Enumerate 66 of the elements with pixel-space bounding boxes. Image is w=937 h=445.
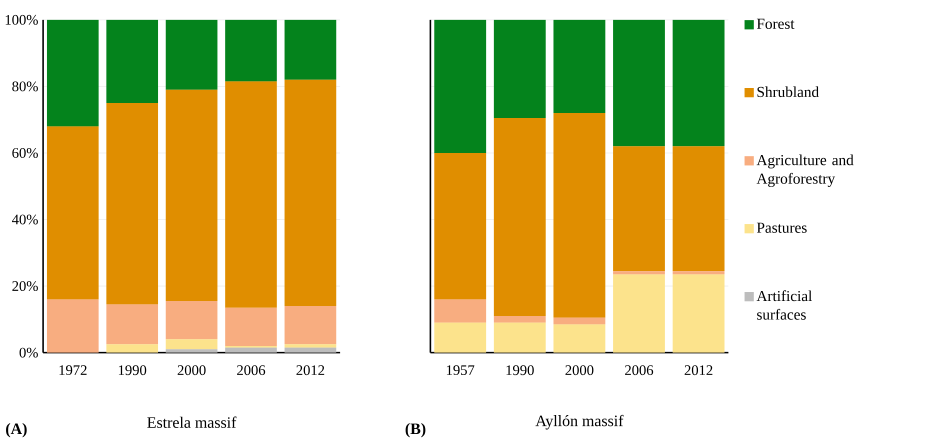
bar xyxy=(46,126,99,300)
x-tick-label: 1957 xyxy=(446,365,474,376)
bar xyxy=(46,299,99,353)
bar xyxy=(494,118,546,316)
legend-label: Shrubland xyxy=(757,86,819,98)
bar xyxy=(613,146,665,272)
text: Estrela massif xyxy=(147,416,236,428)
x-tick-label: 2000 xyxy=(178,365,206,376)
bar xyxy=(494,316,546,323)
bar xyxy=(434,20,486,153)
x-tick-label: 1972 xyxy=(60,365,87,376)
bar xyxy=(166,339,218,350)
bar xyxy=(166,301,218,340)
bar xyxy=(494,322,546,353)
bar xyxy=(166,349,218,353)
bar xyxy=(553,318,606,324)
text: (A) xyxy=(6,422,27,438)
x-tick-label: 1990 xyxy=(118,365,146,376)
bar xyxy=(284,20,336,80)
y-tick-label: 100% xyxy=(6,14,38,25)
x-tick-label: 2000 xyxy=(565,365,594,376)
bar xyxy=(434,152,486,300)
legend-label: Artificial surfaces xyxy=(756,290,812,320)
bar xyxy=(553,113,606,318)
bar xyxy=(166,20,218,90)
bar xyxy=(284,80,336,306)
bar xyxy=(225,348,277,353)
bar xyxy=(284,348,336,353)
bar xyxy=(106,344,158,353)
legend-label: Forest xyxy=(756,18,794,29)
x-tick-label: 2006 xyxy=(625,365,654,376)
y-tick-label: 0% xyxy=(20,348,38,358)
bar xyxy=(106,304,158,344)
bar xyxy=(672,274,725,353)
bar xyxy=(46,20,99,126)
bar xyxy=(553,324,606,353)
bar xyxy=(434,299,486,323)
bar xyxy=(613,20,665,146)
legend-label: Pastures xyxy=(756,222,807,233)
bar xyxy=(434,322,486,353)
bar xyxy=(672,271,725,274)
bar xyxy=(284,306,336,344)
bar xyxy=(613,271,665,274)
bar xyxy=(166,90,218,302)
x-tick-label: 2012 xyxy=(296,365,324,376)
bar xyxy=(106,103,158,304)
bar xyxy=(613,274,665,353)
bar xyxy=(106,20,158,104)
x-tick-label: 2012 xyxy=(684,365,712,376)
legend-label: Agriculture and Agroforestry xyxy=(756,154,854,187)
text: (B) xyxy=(406,422,426,438)
bar xyxy=(225,308,277,346)
x-tick-label: 1990 xyxy=(506,365,534,376)
y-tick-label: 80% xyxy=(12,81,38,92)
y-tick-label: 20% xyxy=(12,281,38,292)
bar xyxy=(553,20,606,114)
y-tick-label: 60% xyxy=(12,148,38,158)
bar xyxy=(672,146,725,272)
x-tick-label: 2006 xyxy=(237,365,266,376)
bar xyxy=(494,20,546,118)
bar xyxy=(225,20,277,82)
y-tick-label: 40% xyxy=(12,214,38,224)
bar xyxy=(672,20,725,146)
bar xyxy=(284,344,336,348)
bar xyxy=(225,81,277,308)
text: Ayllón massif xyxy=(535,414,624,430)
